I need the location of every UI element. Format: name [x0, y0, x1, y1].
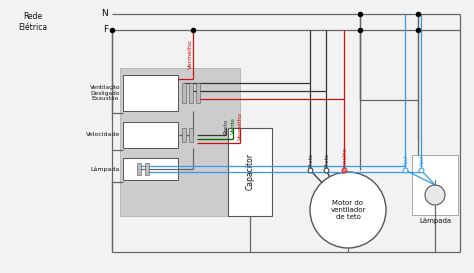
- Text: Rede
Elétrica: Rede Elétrica: [18, 12, 47, 32]
- Text: Vermelho: Vermelho: [188, 39, 192, 69]
- Text: N: N: [101, 10, 108, 19]
- Text: Verde: Verde: [230, 117, 236, 135]
- Text: Lâmpada: Lâmpada: [419, 218, 451, 224]
- Text: Lâmpada: Lâmpada: [91, 166, 120, 172]
- FancyBboxPatch shape: [196, 83, 200, 103]
- FancyBboxPatch shape: [189, 128, 193, 142]
- Text: F: F: [103, 25, 108, 34]
- FancyBboxPatch shape: [182, 128, 186, 142]
- Text: Preto: Preto: [309, 153, 313, 167]
- FancyBboxPatch shape: [137, 163, 141, 175]
- Text: Vermelho: Vermelho: [237, 112, 243, 140]
- Text: Velocidade: Velocidade: [86, 132, 120, 138]
- FancyBboxPatch shape: [123, 122, 178, 148]
- Text: Preto: Preto: [224, 118, 228, 134]
- FancyBboxPatch shape: [189, 83, 193, 103]
- Text: Capacitor: Capacitor: [246, 153, 255, 191]
- Text: Azul: Azul: [403, 154, 409, 166]
- Text: Preto: Preto: [325, 153, 329, 167]
- Text: Motor do
ventilador
de teto: Motor do ventilador de teto: [330, 200, 365, 220]
- Circle shape: [425, 185, 445, 205]
- FancyBboxPatch shape: [145, 163, 149, 175]
- FancyBboxPatch shape: [412, 155, 458, 215]
- FancyBboxPatch shape: [182, 83, 186, 103]
- Text: Azul: Azul: [419, 154, 425, 166]
- FancyBboxPatch shape: [120, 68, 240, 216]
- FancyBboxPatch shape: [123, 158, 178, 180]
- FancyBboxPatch shape: [228, 128, 272, 216]
- Text: Ventilação
Desligado
Exaustão: Ventilação Desligado Exaustão: [90, 85, 120, 101]
- FancyBboxPatch shape: [123, 75, 178, 111]
- Text: Vermelho: Vermelho: [343, 147, 347, 173]
- Circle shape: [310, 172, 386, 248]
